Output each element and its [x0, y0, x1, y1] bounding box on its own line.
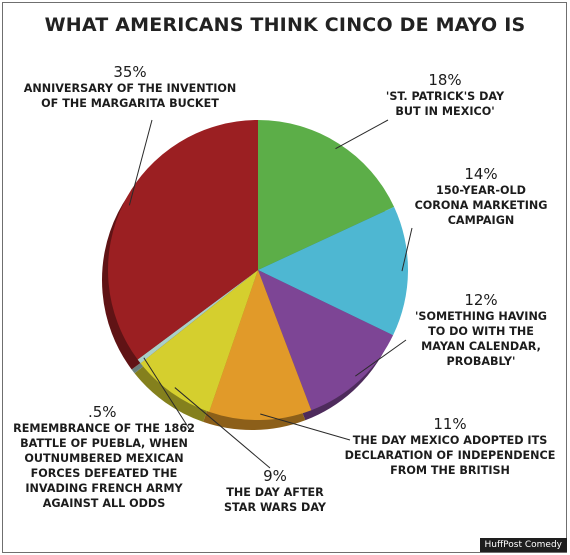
label-independence-text: THE DAY MEXICO ADOPTED ITS DECLARATION O…: [344, 434, 556, 477]
label-corona-text: 150-YEAR-OLD CORONA MARKETING CAMPAIGN: [414, 184, 548, 227]
pie-slice-5: [137, 270, 258, 364]
label-stpatricks-pct: 18%: [428, 71, 462, 89]
label-stpatricks-text: 'ST. PATRICK'S DAY BUT IN MEXICO': [385, 90, 505, 118]
leader-line-2: [355, 339, 407, 377]
leader-line-1: [401, 227, 413, 272]
label-margarita-text: ANNIVERSARY OF THE INVENTION OF THE MARG…: [23, 82, 237, 110]
label-puebla-text: REMEMBRANCE OF THE 1862 BATTLE OF PUEBLA…: [13, 422, 195, 510]
label-mayan-pct: 12%: [464, 291, 498, 309]
pie-slice-2: [258, 270, 394, 411]
leader-line-4: [174, 387, 271, 469]
label-corona-pct: 14%: [464, 165, 498, 183]
label-starwars-text: THE DAY AFTER STAR WARS DAY: [223, 486, 327, 514]
pie-slice-4: [140, 270, 258, 412]
pie-slice-0: [258, 120, 395, 270]
label-margarita-pct: 35%: [113, 63, 147, 81]
chart-title: WHAT AMERICANS THINK CINCO DE MAYO IS: [44, 14, 526, 36]
label-independence-pct: 11%: [433, 415, 467, 433]
label-corona: 14% 150-YEAR-OLD CORONA MARKETING CAMPAI…: [400, 166, 562, 228]
pie-slice-6: [108, 119, 258, 360]
leader-line-3: [260, 413, 351, 441]
label-margarita: 35% ANNIVERSARY OF THE INVENTION OF THE …: [10, 64, 250, 111]
leader-line-5: [143, 357, 191, 431]
label-starwars-pct: 9%: [263, 467, 287, 485]
label-independence: 11% THE DAY MEXICO ADOPTED ITS DECLARATI…: [335, 416, 565, 478]
label-starwars: 9% THE DAY AFTER STAR WARS DAY: [205, 468, 345, 515]
label-mayan-text: 'SOMETHING HAVING TO DO WITH THE MAYAN C…: [415, 310, 547, 368]
leader-line-0: [335, 119, 389, 150]
label-puebla-pct: .5%: [88, 403, 117, 421]
leader-line-6: [128, 119, 153, 206]
label-puebla: .5% REMEMBRANCE OF THE 1862 BATTLE OF PU…: [4, 404, 204, 511]
pie-slice-1: [258, 206, 409, 336]
label-mayan: 12% 'SOMETHING HAVING TO DO WITH THE MAY…: [406, 292, 556, 369]
pie-slices: [108, 119, 409, 420]
credit-badge: HuffPost Comedy: [479, 538, 567, 552]
label-stpatricks: 18% 'ST. PATRICK'S DAY BUT IN MEXICO': [360, 72, 530, 119]
pie-slice-3: [209, 270, 312, 420]
leader-lines: [128, 119, 413, 469]
